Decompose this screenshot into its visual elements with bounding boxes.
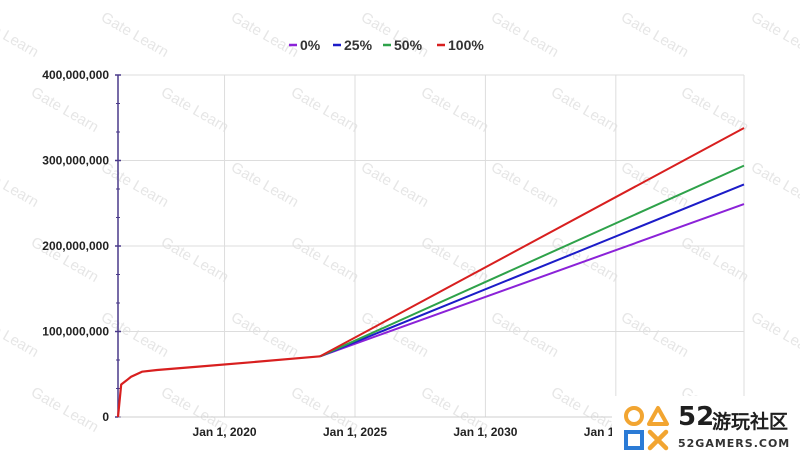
watermark-text: Gate Learn <box>28 84 102 136</box>
watermark-text: Gate Learn <box>158 84 232 136</box>
site-badge: 52 游玩社区 52GAMERS.COM <box>612 396 800 463</box>
badge-logo-icon <box>624 406 669 451</box>
watermark-text: Gate Learn <box>748 159 800 211</box>
watermark-text: Gate Learn <box>418 234 492 286</box>
watermark-text: Gate Learn <box>0 159 42 211</box>
watermark-text: Gate Learn <box>488 309 562 361</box>
legend-label: 25% <box>344 37 373 53</box>
series-line-1 <box>319 183 745 358</box>
watermark-text: Gate Learn <box>0 9 42 61</box>
watermark-text: Gate Learn <box>618 309 692 361</box>
watermark-text: Gate Learn <box>488 159 562 211</box>
watermark-text: Gate Learn <box>98 159 172 211</box>
badge-chinese-text: 游玩社区 <box>712 411 789 433</box>
watermark-text: Gate Learn <box>488 9 562 61</box>
series-line-2 <box>319 164 745 358</box>
y-tick-label: 0 <box>102 410 109 424</box>
watermark-text: Gate Learn <box>748 309 800 361</box>
badge-cross-icon <box>647 429 669 451</box>
watermark-text: Gate Learn <box>98 9 172 61</box>
y-tick-label: 400,000,000 <box>42 68 109 82</box>
watermark-layer: Gate Learn Gate Learn Gate Learn Gate Learn… <box>0 9 800 436</box>
watermark-text: Gate Learn <box>28 384 102 436</box>
watermark-text: Gate Learn <box>358 9 432 61</box>
watermark-text: Gate Learn <box>748 9 800 61</box>
watermark-text: Gate Learn <box>548 84 622 136</box>
badge-number: 52 <box>678 402 715 432</box>
series-line-3 <box>319 127 745 358</box>
watermark-text: Gate Learn <box>228 9 302 61</box>
watermark-text: Gate Learn <box>618 159 692 211</box>
axes: 0 100,000,000 200,000,000 300,000,000 400,00… <box>42 68 744 439</box>
badge-triangle-icon <box>647 406 669 426</box>
watermark-text: Gate Learn <box>228 309 302 361</box>
watermark-text: Gate Learn <box>418 84 492 136</box>
badge-site-url: 52GAMERS.COM <box>678 437 791 450</box>
legend-label: 50% <box>394 37 423 53</box>
badge-circle-icon <box>624 406 644 426</box>
watermark-text: Gate Learn <box>678 84 752 136</box>
x-tick-label: Jan 1, 2030 <box>453 425 517 439</box>
x-tick-label: Jan 1, 2025 <box>323 425 387 439</box>
y-tick-label: 200,000,000 <box>42 239 109 253</box>
watermark-text: Gate Learn <box>288 84 362 136</box>
series-line-0 <box>319 203 745 358</box>
legend-label: 0% <box>300 37 321 53</box>
legend-label: 100% <box>448 37 484 53</box>
watermark-text: Gate Learn <box>288 234 362 286</box>
watermark-text: Gate Learn <box>158 234 232 286</box>
y-tick-label: 100,000,000 <box>42 325 109 339</box>
badge-square-icon <box>624 430 644 450</box>
y-tick-label: 300,000,000 <box>42 154 109 168</box>
series-lines <box>116 127 745 418</box>
watermark-text: Gate Learn <box>228 159 302 211</box>
watermark-text: Gate Learn <box>678 234 752 286</box>
watermark-text: Gate Learn <box>618 9 692 61</box>
x-tick-label: Jan 1, 2020 <box>193 425 257 439</box>
legend: 0% 25% 50% 100% <box>289 37 484 53</box>
watermark-text: Gate Learn <box>358 159 432 211</box>
gridlines <box>118 74 745 417</box>
history-line <box>116 355 321 418</box>
watermark-text: Gate Learn <box>98 309 172 361</box>
watermark-text: Gate Learn <box>0 309 42 361</box>
